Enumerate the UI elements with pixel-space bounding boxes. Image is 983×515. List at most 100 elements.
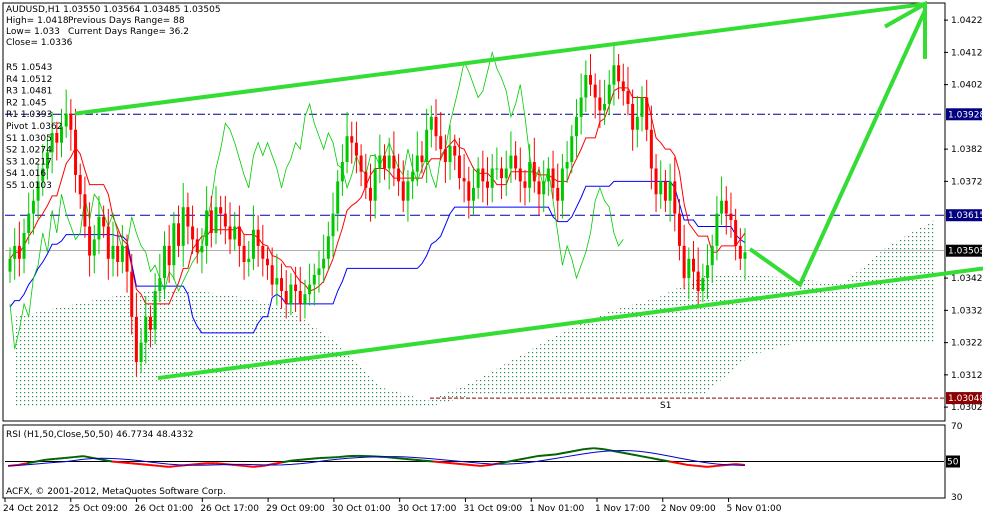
cloud-area [15, 220, 934, 408]
rsi-segment [64, 456, 75, 459]
candle [162, 231, 166, 300]
candle-body [312, 274, 316, 285]
candle [626, 66, 630, 116]
candle [88, 202, 92, 277]
candle-body [83, 194, 87, 227]
candle-body [31, 200, 35, 214]
candle-body [64, 113, 68, 127]
rsi-segment [140, 463, 150, 467]
candle-body [467, 181, 471, 201]
candle-body [265, 258, 269, 266]
candle [612, 44, 616, 106]
candle [439, 112, 443, 161]
candle-body [556, 187, 560, 201]
candle-body [247, 258, 251, 262]
candle [710, 234, 714, 283]
candle [589, 53, 593, 96]
candle-body [640, 97, 644, 117]
candle-body [289, 284, 293, 304]
candle-body [523, 181, 527, 188]
candle-body [364, 171, 368, 188]
candle [331, 192, 335, 258]
candle [490, 153, 494, 203]
candle [41, 144, 45, 196]
rsi-segment [461, 463, 472, 467]
candle [659, 160, 663, 209]
rsi-segment [395, 456, 405, 460]
candle-body [649, 129, 653, 169]
candle [186, 192, 190, 245]
rsi-level-tag [946, 455, 960, 468]
rsi-segment [149, 464, 160, 467]
candle [195, 228, 199, 264]
candle-body [284, 291, 288, 304]
candle [308, 263, 312, 306]
candle-body [631, 103, 635, 130]
candle [649, 105, 653, 190]
candle [663, 170, 667, 212]
candle-body [383, 155, 387, 169]
candle-body [551, 168, 555, 188]
candle-body [280, 278, 284, 292]
rsi-segment [442, 461, 453, 465]
candle-body [415, 155, 419, 172]
candle-body [429, 116, 433, 130]
price-tag-label: 1.03615 [948, 211, 983, 221]
candle-body [340, 162, 344, 182]
rsi-segment [565, 449, 576, 454]
candle-body [692, 258, 696, 272]
candle [209, 195, 213, 248]
candle-body [237, 226, 241, 246]
candle [223, 195, 227, 245]
rsi-segment [707, 464, 717, 468]
candle [242, 234, 246, 280]
price-tag-label: 1.03505 [948, 247, 983, 257]
time-tick-label: 31 Oct 09:00 [463, 504, 522, 514]
candle-body [598, 97, 602, 111]
candle-body [186, 207, 190, 227]
candle [102, 205, 106, 238]
rsi-segment [414, 458, 424, 462]
candle-body [589, 74, 593, 85]
candle [500, 157, 504, 200]
pivot-label: R2 1.045 [6, 98, 47, 108]
pivot-label: R5 1.0543 [6, 63, 52, 73]
candle [50, 112, 54, 174]
candle [17, 221, 21, 277]
candle-body [457, 155, 461, 179]
candle [631, 89, 635, 151]
candle [177, 205, 181, 258]
candle-body [420, 155, 424, 163]
time-tick-label: 29 Oct 09:00 [266, 504, 325, 514]
rsi-signal-line [7, 449, 746, 467]
candle [261, 224, 265, 277]
candle [692, 241, 696, 290]
candle-body [710, 245, 714, 266]
rsi-segment [74, 455, 84, 459]
candle-body [659, 181, 663, 195]
candle-body [439, 136, 443, 150]
rsi-segment [716, 464, 727, 467]
rsi-axis: 70 50 30 [946, 422, 963, 503]
candle [476, 157, 480, 200]
candle-body [162, 245, 166, 279]
trendlines [74, 0, 983, 381]
candle-body [500, 168, 504, 179]
candle-body [406, 181, 410, 201]
rsi-segment [55, 456, 65, 460]
candle-body [106, 226, 110, 259]
candle-body [275, 278, 279, 285]
rsi-segment [678, 462, 689, 467]
candle-body [345, 136, 349, 163]
candle [411, 153, 415, 200]
candle [429, 105, 433, 148]
candle-body [261, 245, 265, 259]
rsi-segment [26, 460, 37, 465]
candle-body [308, 284, 312, 295]
rsi-segment [697, 464, 708, 468]
candle [200, 228, 204, 274]
candle [462, 153, 466, 203]
candle-body [181, 207, 185, 246]
candle [22, 218, 26, 274]
